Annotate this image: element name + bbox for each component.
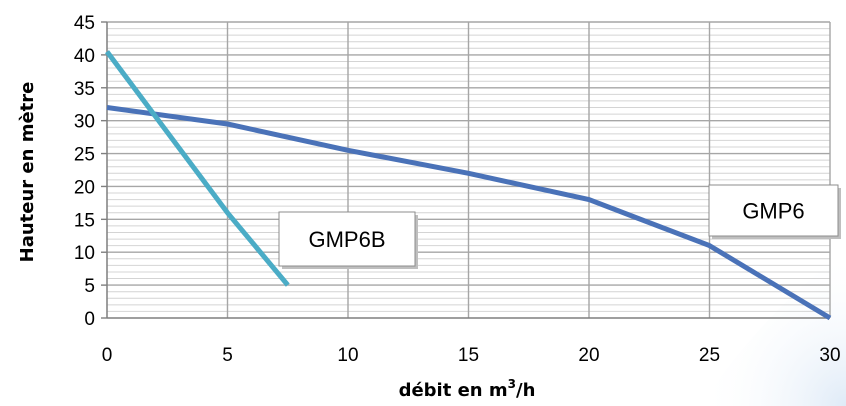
y-tick-labels: 0 5 10 15 20 25 30 35 40 45 (74, 13, 95, 330)
x-tick-label: 20 (578, 345, 599, 366)
x-tick-label: 30 (819, 345, 840, 366)
y-tick-label: 10 (74, 243, 95, 264)
plot-grid (107, 21, 831, 318)
x-tick-label: 5 (222, 345, 233, 366)
y-tick-label: 40 (74, 46, 95, 67)
x-axis-title-unit: /h (516, 380, 535, 401)
y-tick-label: 30 (74, 112, 95, 133)
x-tick-label: 0 (102, 345, 113, 366)
x-axis-title: débit en m3/h (399, 377, 536, 401)
y-tick-label: 20 (74, 177, 95, 198)
x-tick-label: 15 (458, 345, 479, 366)
y-tick-label: 25 (74, 145, 95, 166)
plot-axes (101, 21, 830, 319)
y-tick-label: 0 (84, 309, 95, 330)
x-axis-title-superscript: 3 (508, 377, 516, 391)
annotation-gmp6: GMP6 (708, 184, 841, 239)
annotation-label: GMP6 (742, 199, 804, 224)
x-axis-title-main: débit en m (399, 380, 508, 401)
background-swoosh (700, 250, 846, 406)
annotation-box (708, 184, 839, 237)
series-line-gmp6 (106, 105, 832, 321)
annotation-box (278, 211, 416, 267)
x-tick-label: 10 (337, 345, 358, 366)
series-lines (104, 50, 832, 321)
y-tick-label: 15 (74, 210, 95, 231)
series-line-gmp6b (104, 50, 290, 287)
annotation-label: GMP6B (308, 227, 385, 252)
y-tick-label: 45 (74, 13, 95, 34)
y-tick-label: 35 (74, 79, 95, 100)
y-axis-title: Hauteur en mètre (17, 82, 38, 263)
x-tick-labels: 0 5 10 15 20 25 30 (102, 345, 841, 366)
series-annotations: GMP6B GMP6 (278, 184, 841, 269)
annotation-gmp6b: GMP6B (278, 211, 418, 269)
y-tick-label: 5 (84, 276, 95, 297)
x-tick-label: 25 (699, 345, 720, 366)
